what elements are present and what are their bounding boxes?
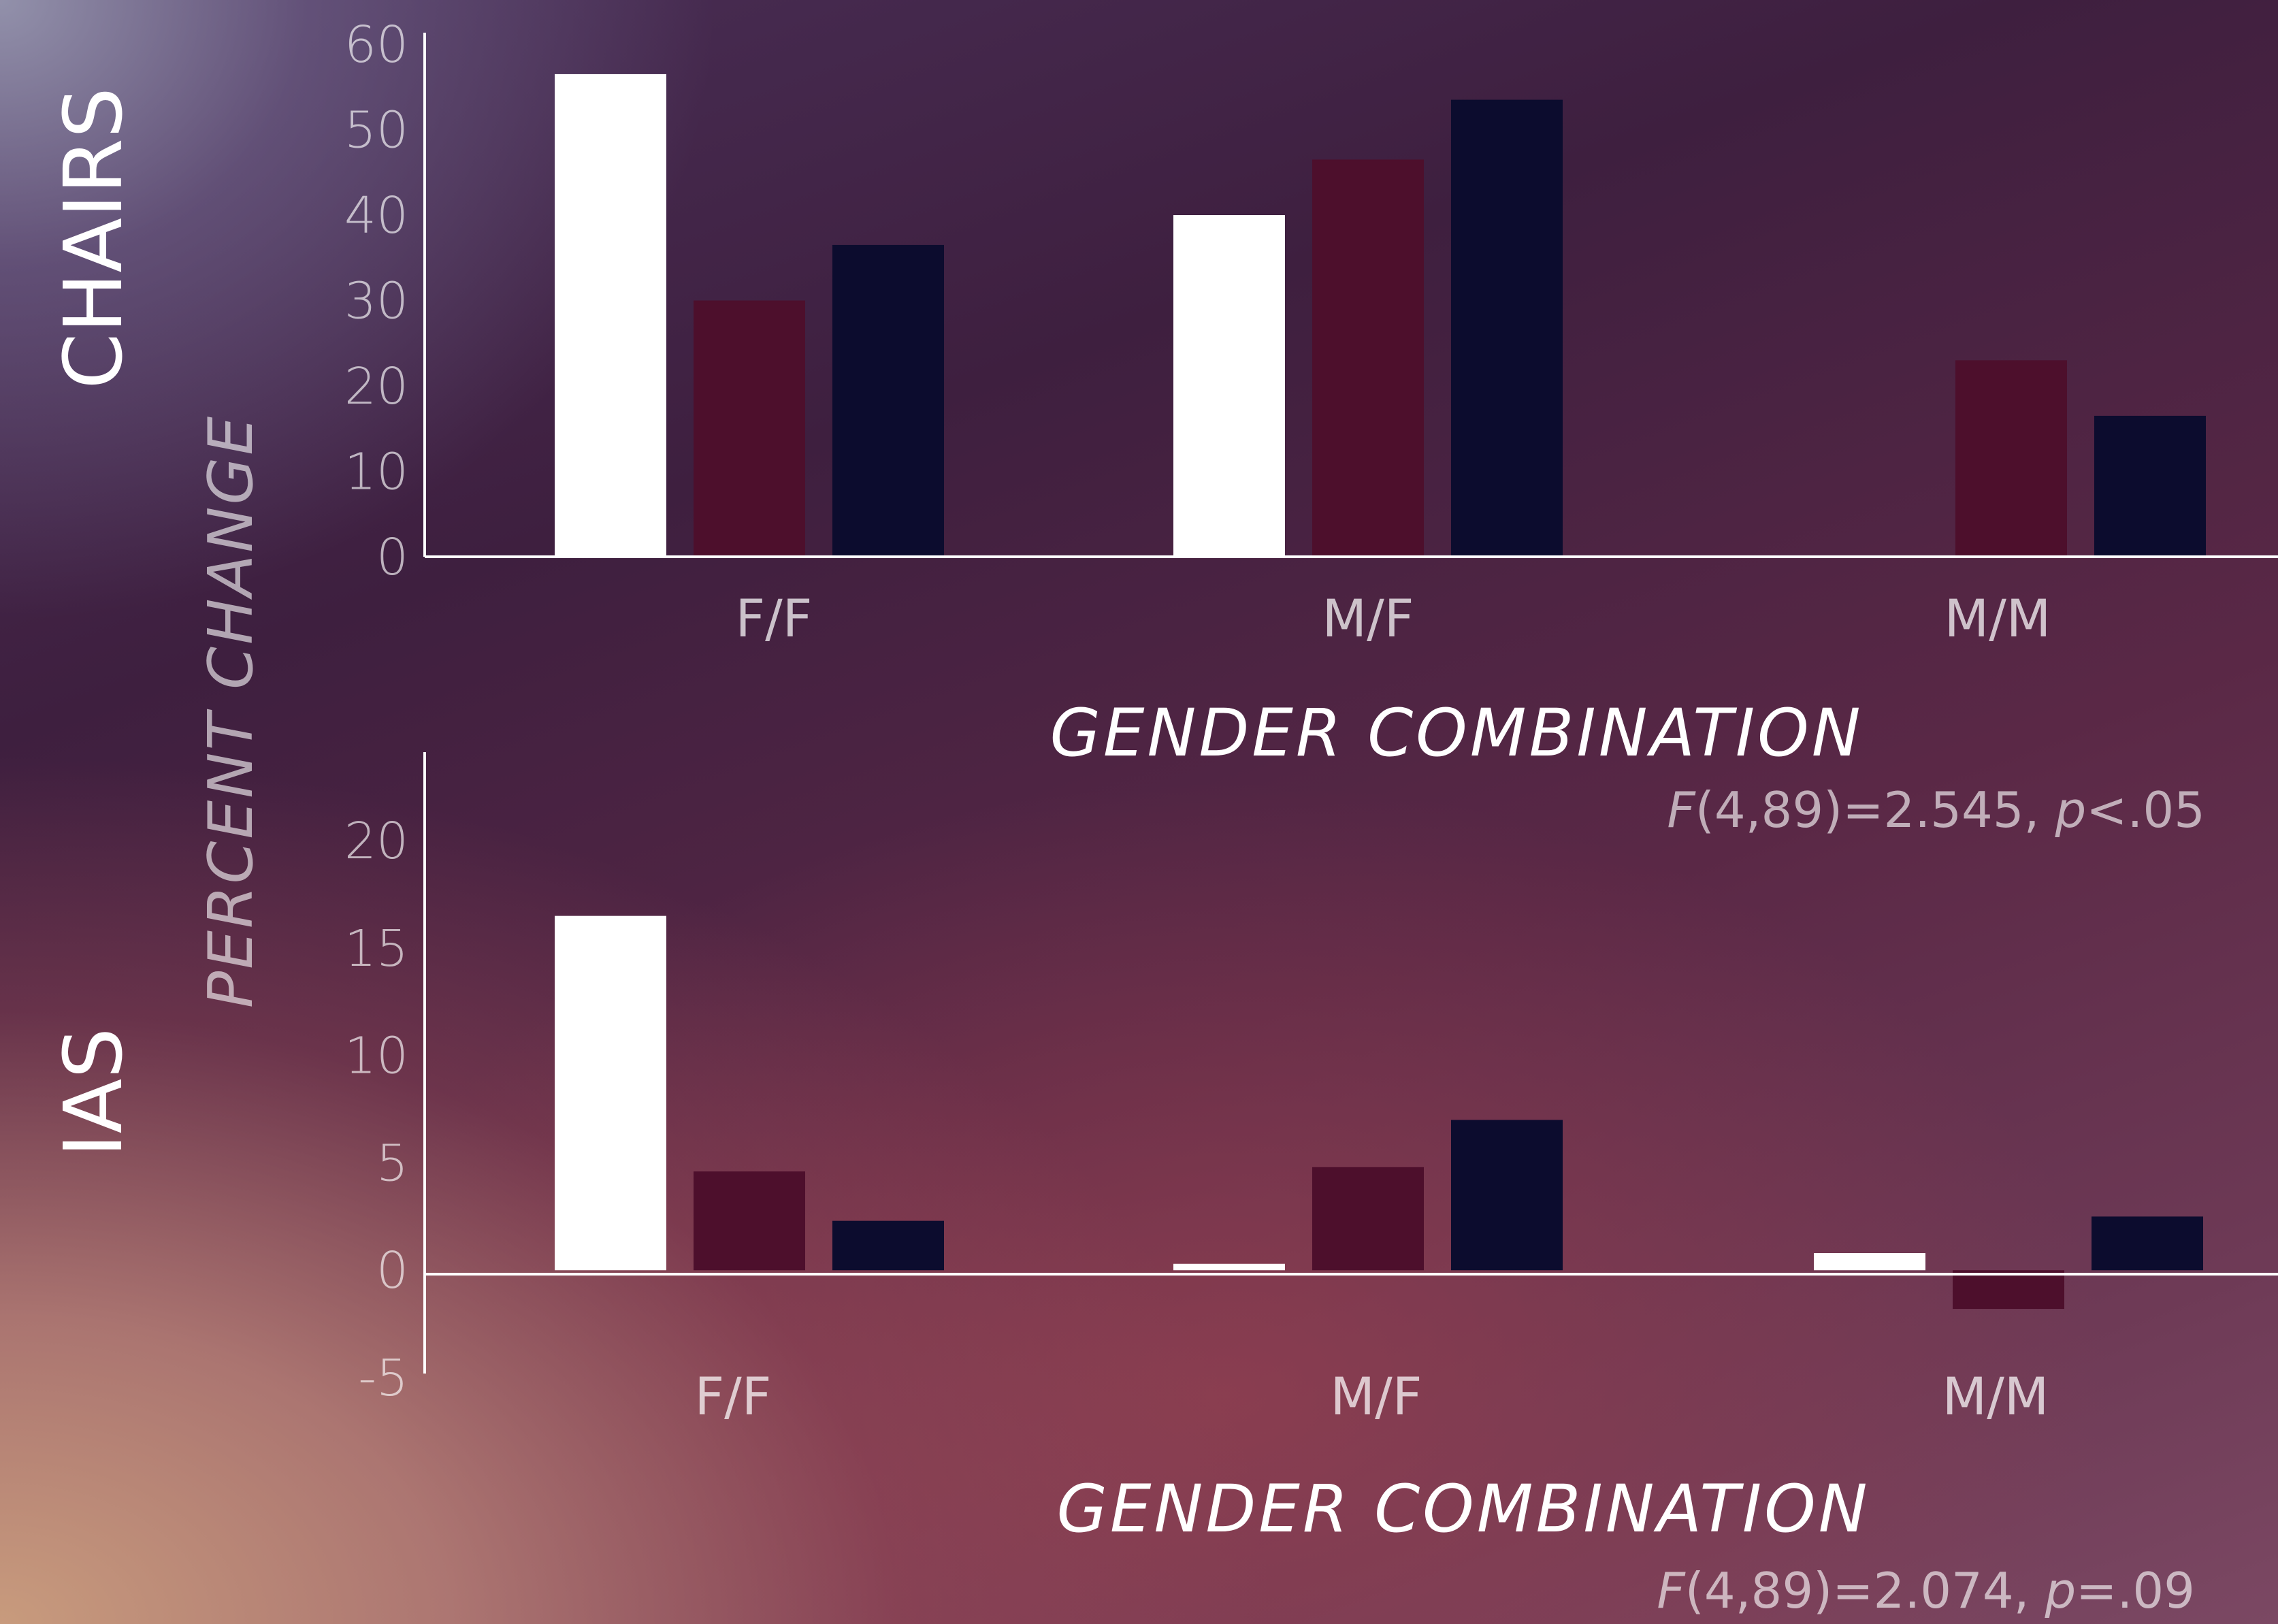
chairs-bar-mf-series-3 bbox=[1451, 99, 1563, 557]
ias-category-label: M/F bbox=[1331, 1366, 1422, 1427]
chairs-y-tick-label: 50 bbox=[344, 101, 408, 160]
ias-bar-mf-series-2 bbox=[1312, 1167, 1424, 1271]
ias-panel: IAS -5 0 5 10 15 20 F/F M/F M/M GENDER COMBIN… bbox=[46, 752, 2278, 1619]
chairs-bar-ff-series-2 bbox=[694, 300, 805, 557]
chairs-y-tick-label: 10 bbox=[344, 443, 408, 502]
chairs-panel-title: CHAIRS bbox=[46, 87, 140, 389]
chairs-y-ticks: 0 10 20 30 40 50 60 bbox=[344, 16, 408, 587]
chairs-bar-mm-series-2 bbox=[1955, 360, 2067, 557]
chairs-bar-mm-series-3 bbox=[2094, 415, 2206, 557]
ias-bar-mm-series-3 bbox=[2092, 1216, 2203, 1271]
ias-bar-mm-series-1 bbox=[1814, 1253, 1925, 1271]
ias-bar-mf-series-3 bbox=[1451, 1120, 1563, 1271]
chairs-panel: CHAIRS 0 10 20 30 40 50 60 F/F M/F M/M GENDER … bbox=[46, 16, 2278, 839]
chairs-y-tick-label: 20 bbox=[344, 357, 408, 416]
ias-bar-mm-series-2 bbox=[1953, 1270, 2064, 1310]
ias-y-tick-label: 0 bbox=[376, 1241, 408, 1300]
chairs-y-tick-label: 60 bbox=[344, 16, 408, 74]
chairs-bar-mf-series-2 bbox=[1312, 159, 1424, 557]
ias-panel-title: IAS bbox=[46, 1028, 140, 1157]
chairs-category-label: F/F bbox=[735, 588, 812, 649]
chairs-bar-ff-series-3 bbox=[832, 244, 944, 557]
chairs-category-label: M/F bbox=[1322, 588, 1414, 649]
chairs-bar-ff-series-1 bbox=[555, 74, 666, 557]
chairs-y-tick-label: 40 bbox=[344, 186, 408, 245]
chairs-bars bbox=[555, 74, 2206, 557]
ias-y-tick-label: 15 bbox=[344, 920, 408, 978]
ias-y-tick-label: 5 bbox=[376, 1134, 408, 1192]
ias-bar-ff-series-3 bbox=[832, 1220, 944, 1271]
ias-bar-ff-series-2 bbox=[694, 1171, 805, 1271]
chairs-category-label: M/M bbox=[1945, 588, 2051, 649]
chairs-y-tick-label: 0 bbox=[376, 528, 408, 587]
ias-y-tick-label: 20 bbox=[344, 812, 408, 871]
ias-stat-annotation: F(4,89)=2.074, p=.09 bbox=[1657, 1562, 2195, 1619]
chairs-y-tick-label: 30 bbox=[344, 272, 408, 331]
ias-bar-mf-series-1 bbox=[1173, 1263, 1285, 1271]
chairs-x-axis-label: GENDER COMBINATION bbox=[1049, 695, 1863, 771]
ias-y-tick-label: -5 bbox=[358, 1349, 408, 1408]
ias-y-ticks: -5 0 5 10 15 20 bbox=[344, 812, 408, 1408]
ias-category-label: M/M bbox=[1942, 1366, 2049, 1427]
ias-category-label: F/F bbox=[694, 1366, 771, 1427]
ias-x-axis-label: GENDER COMBINATION bbox=[1056, 1471, 1870, 1547]
chairs-bar-mf-series-1 bbox=[1173, 215, 1285, 557]
chairs-stat-annotation: F(4,89)=2.545, p<.05 bbox=[1667, 781, 2205, 839]
ias-y-tick-label: 10 bbox=[344, 1027, 408, 1086]
ias-bar-ff-series-1 bbox=[555, 915, 666, 1271]
y-axis-label: PERCENT CHANGE bbox=[195, 415, 267, 1008]
ias-bars bbox=[555, 915, 2203, 1310]
